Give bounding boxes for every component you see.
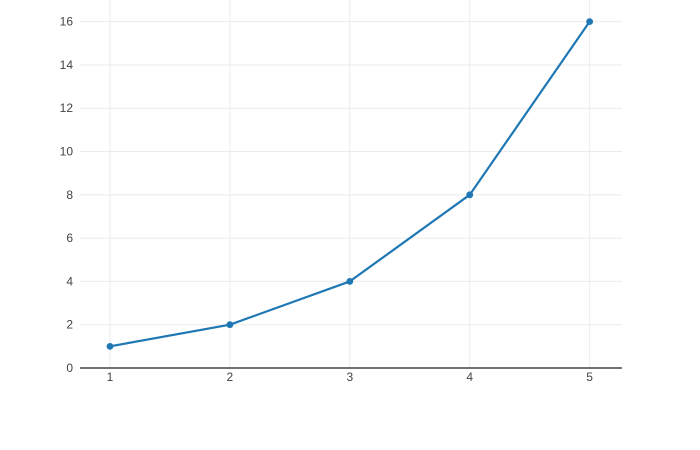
x-tick-label: 5 bbox=[586, 370, 593, 384]
y-tick-label: 4 bbox=[66, 274, 73, 288]
y-tick-label: 12 bbox=[60, 101, 74, 115]
y-tick-label: 10 bbox=[60, 145, 74, 159]
data-point-marker[interactable] bbox=[106, 342, 114, 350]
y-tick-label: 6 bbox=[66, 231, 73, 245]
y-tick-label: 8 bbox=[66, 188, 73, 202]
x-tick-label: 2 bbox=[227, 370, 234, 384]
y-tick-label: 14 bbox=[60, 58, 74, 72]
data-point-marker[interactable] bbox=[226, 321, 234, 329]
x-tick-label: 1 bbox=[107, 370, 114, 384]
data-point-marker[interactable] bbox=[586, 18, 594, 26]
y-tick-label: 2 bbox=[66, 318, 73, 332]
plot-area[interactable] bbox=[80, 0, 622, 368]
x-tick-label: 4 bbox=[466, 370, 473, 384]
data-point-marker[interactable] bbox=[346, 278, 354, 285]
data-point-marker[interactable] bbox=[466, 191, 474, 199]
y-tick-label: 16 bbox=[60, 15, 74, 29]
y-tick-label: 0 bbox=[66, 361, 73, 375]
x-tick-label: 3 bbox=[346, 370, 353, 384]
